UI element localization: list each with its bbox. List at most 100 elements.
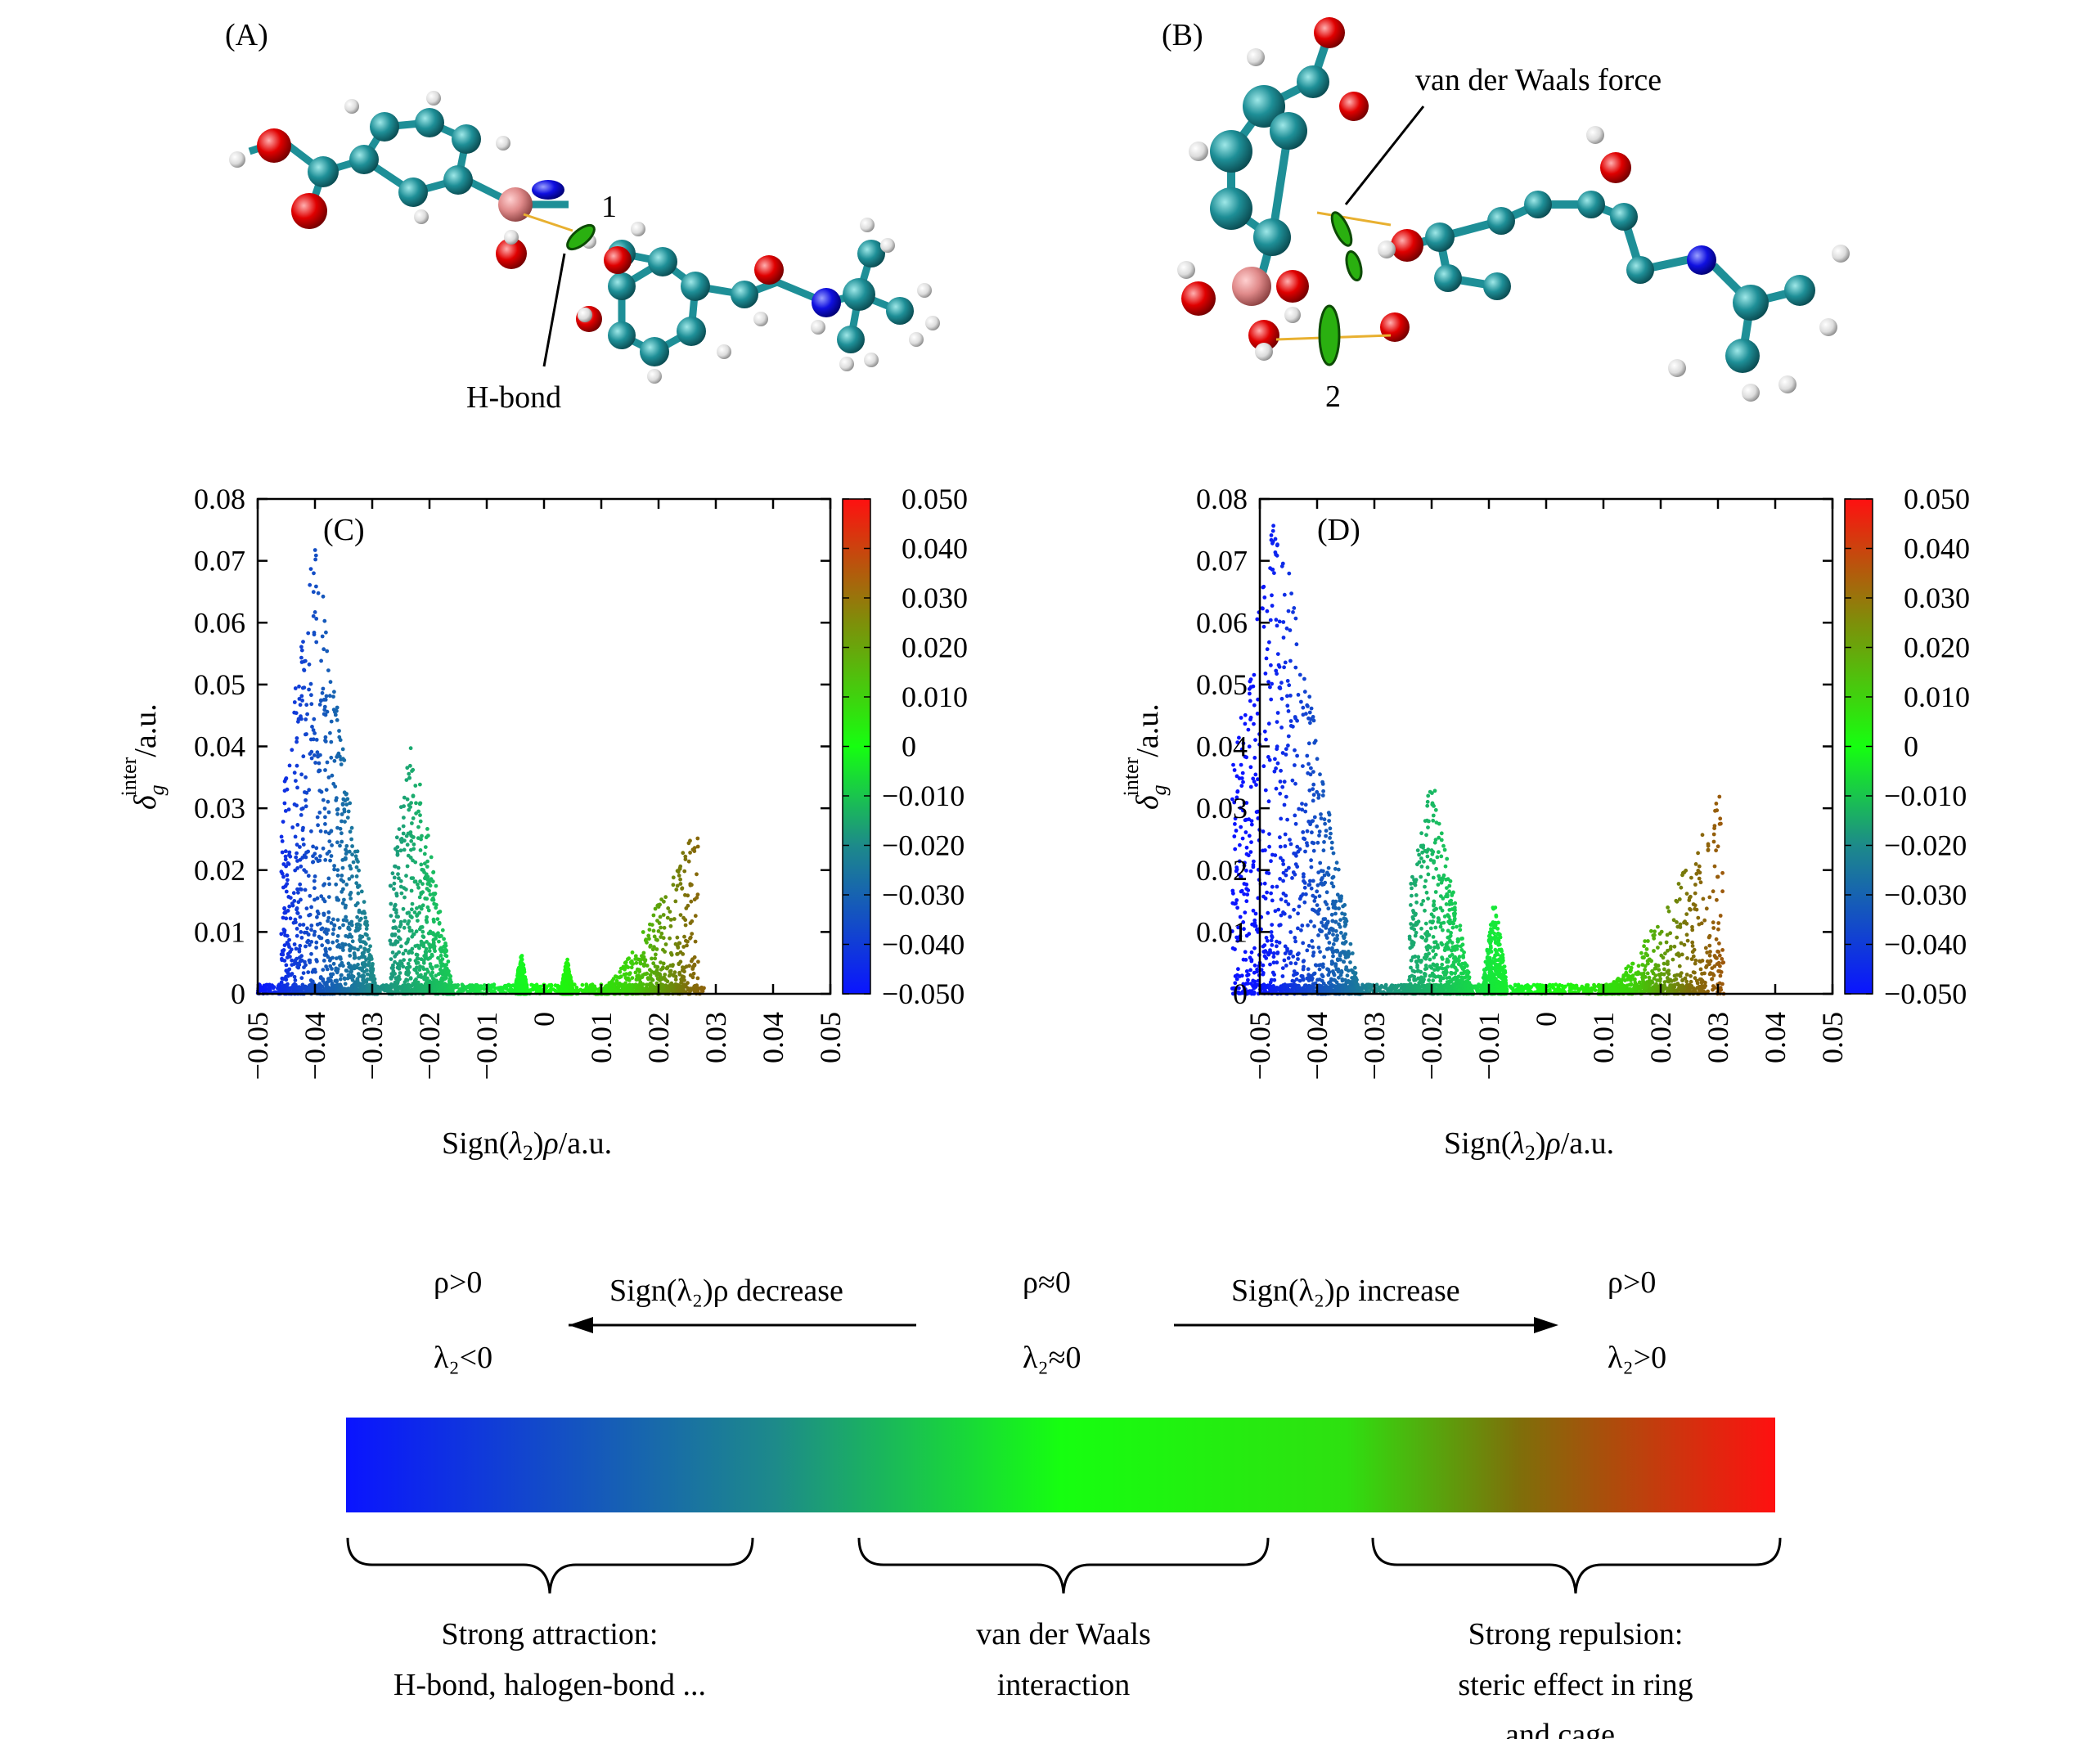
scatter-point xyxy=(319,894,324,899)
scatter-point xyxy=(317,934,322,939)
scatter-point xyxy=(429,878,433,883)
scatter-point xyxy=(414,952,419,957)
scatter-point xyxy=(418,848,423,852)
scatter-point xyxy=(389,957,393,961)
scatter-point xyxy=(1261,585,1266,590)
scatter-point xyxy=(1238,843,1242,847)
scatter-point xyxy=(298,882,303,887)
scatter-point xyxy=(1269,533,1274,537)
scatter-point xyxy=(300,699,304,703)
scatter-point xyxy=(640,955,645,959)
scatter-point xyxy=(293,834,298,839)
scatter-point xyxy=(1247,744,1252,749)
scatter-point xyxy=(285,933,290,938)
scatter-point xyxy=(405,864,410,869)
scatter-point xyxy=(1302,959,1306,964)
scatter-point xyxy=(306,631,311,636)
scatter-point xyxy=(680,886,685,891)
scatter-point xyxy=(285,982,290,987)
scatter-point xyxy=(610,978,614,983)
scatter-point xyxy=(1281,636,1286,640)
scatter-point xyxy=(299,930,304,934)
scatter-point xyxy=(311,728,316,732)
scatter-point xyxy=(1438,924,1443,929)
scatter-point xyxy=(1268,948,1272,952)
scatter-point xyxy=(313,897,317,902)
scatter-point xyxy=(279,834,284,839)
scatter-point xyxy=(1293,813,1297,818)
scatter-point xyxy=(1302,885,1307,890)
scatter-point xyxy=(630,959,634,964)
scatter-point xyxy=(423,896,428,901)
scatter-point xyxy=(314,846,319,851)
scatter-point xyxy=(399,944,403,949)
scatter-point xyxy=(1306,741,1311,746)
scatter-point xyxy=(1427,978,1431,982)
scatter-point xyxy=(1315,789,1320,794)
y-tick-label: 0.02 xyxy=(194,854,245,887)
scatter-point xyxy=(1263,949,1268,954)
scatter-point xyxy=(1327,931,1332,935)
scatter-point xyxy=(399,840,404,844)
scatter-point xyxy=(1324,902,1329,906)
scatter-point xyxy=(1262,729,1267,734)
scatter-point xyxy=(1304,892,1308,896)
scatter-point xyxy=(425,976,429,981)
scatter-point xyxy=(391,926,396,930)
scatter-point xyxy=(409,876,414,880)
scatter-point xyxy=(1248,715,1253,720)
scatter-point xyxy=(1253,738,1257,742)
scatter-point xyxy=(1269,859,1273,864)
scatter-point xyxy=(295,851,299,856)
scatter-point xyxy=(349,934,354,939)
scatter-point xyxy=(363,947,367,951)
scatter-point xyxy=(407,807,411,812)
scatter-point xyxy=(335,718,340,722)
scatter-point xyxy=(329,719,334,724)
scatter-point xyxy=(411,834,415,839)
y-tick-label: 0.01 xyxy=(194,915,245,948)
scatter-point xyxy=(1288,719,1293,723)
scatter-point xyxy=(354,881,359,886)
scatter-point xyxy=(633,970,638,975)
scatter-point xyxy=(416,836,420,840)
scatter-point xyxy=(353,849,357,854)
scatter-point xyxy=(1252,780,1257,784)
scatter-point xyxy=(397,876,401,881)
scatter-point xyxy=(695,892,700,896)
scatter-point xyxy=(406,968,411,973)
scatter-point xyxy=(286,970,290,975)
scatter-point xyxy=(1277,619,1282,624)
chart-d-points xyxy=(1230,523,1726,996)
scatter-point xyxy=(1333,911,1338,916)
scatter-point xyxy=(426,931,431,936)
scatter-point xyxy=(434,973,438,978)
scatter-point xyxy=(332,690,336,694)
scatter-point xyxy=(611,984,616,989)
scatter-point xyxy=(326,876,331,881)
scatter-point xyxy=(340,874,344,878)
y-tick-label: 0 xyxy=(231,977,245,1010)
scatter-point xyxy=(1286,902,1291,906)
scatter-point xyxy=(1307,710,1312,715)
scatter-point xyxy=(420,882,425,886)
scatter-point xyxy=(359,889,364,894)
scatter-point xyxy=(402,980,407,985)
scatter-point xyxy=(433,949,437,954)
scatter-point xyxy=(319,927,324,932)
scatter-point xyxy=(580,982,585,987)
scatter-point xyxy=(1266,755,1270,759)
scatter-point xyxy=(1307,977,1312,981)
scatter-point xyxy=(425,865,429,869)
scatter-point xyxy=(1326,973,1331,977)
scatter-point xyxy=(430,966,434,971)
scatter-point xyxy=(438,947,443,952)
scatter-point xyxy=(405,797,410,802)
scatter-point xyxy=(420,934,425,938)
scatter-point xyxy=(1253,772,1258,777)
scatter-point xyxy=(1311,953,1315,958)
scatter-point xyxy=(1243,950,1248,955)
scatter-point xyxy=(1327,981,1331,985)
scatter-point xyxy=(1303,849,1307,854)
scatter-point xyxy=(1419,926,1423,931)
